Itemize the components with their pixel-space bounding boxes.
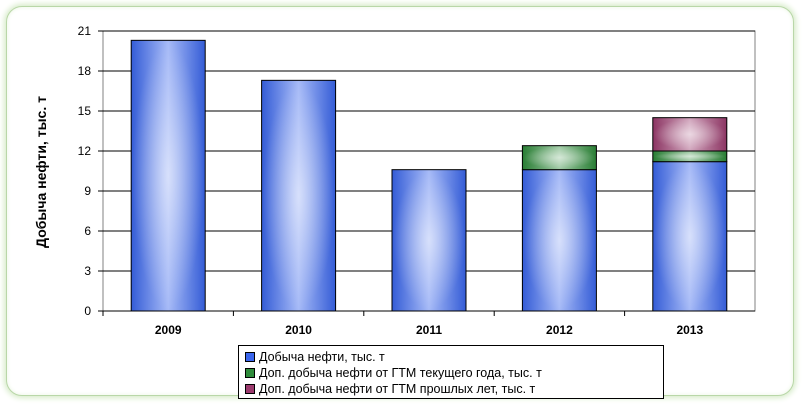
legend-item: Доп. добыча нефти от ГТМ прошлых лет, ты… xyxy=(245,381,657,397)
y-tick-label: 9 xyxy=(84,184,91,198)
x-tick-label: 2011 xyxy=(416,323,442,337)
y-tick-label: 15 xyxy=(78,104,92,118)
legend-item: Добыча нефти, тыс. т xyxy=(245,349,657,365)
bar-highlight xyxy=(653,118,726,150)
legend-label: Доп. добыча нефти от ГТМ текущего года, … xyxy=(259,366,542,380)
x-tick-label: 2013 xyxy=(676,323,703,337)
y-tick-labels: 0 3 6 9 12 15 18 21 xyxy=(78,24,92,318)
bar-highlight xyxy=(132,41,205,310)
y-tick-label: 18 xyxy=(78,64,92,78)
y-tick-label: 12 xyxy=(78,144,92,158)
y-tick-label: 3 xyxy=(84,264,91,278)
bar-highlight xyxy=(393,170,465,310)
bar-highlight xyxy=(523,146,596,169)
y-axis-title: Добыча нефти, тыс. т xyxy=(33,96,49,248)
legend-swatch xyxy=(245,368,255,378)
bar-highlight xyxy=(653,152,726,161)
x-tick-labels: 2009 2010 2011 2012 2013 xyxy=(155,323,704,337)
bar-highlight xyxy=(653,162,726,310)
legend-label: Добыча нефти, тыс. т xyxy=(259,350,385,364)
x-tick-label: 2009 xyxy=(155,323,182,337)
legend-swatch xyxy=(245,384,255,394)
legend-label: Доп. добыча нефти от ГТМ прошлых лет, ты… xyxy=(259,382,536,396)
y-tick-label: 0 xyxy=(84,304,91,318)
y-tick-label: 6 xyxy=(84,224,91,238)
y-tick-label: 21 xyxy=(78,24,92,38)
legend-item: Доп. добыча нефти от ГТМ текущего года, … xyxy=(245,365,657,381)
x-tick-label: 2010 xyxy=(285,323,312,337)
bars xyxy=(130,39,728,312)
legend-swatch xyxy=(245,352,255,362)
bar-highlight xyxy=(262,81,335,310)
bar-highlight xyxy=(523,170,596,310)
legend: Добыча нефти, тыс. т Доп. добыча нефти о… xyxy=(238,345,664,399)
x-tick-label: 2012 xyxy=(546,323,573,337)
